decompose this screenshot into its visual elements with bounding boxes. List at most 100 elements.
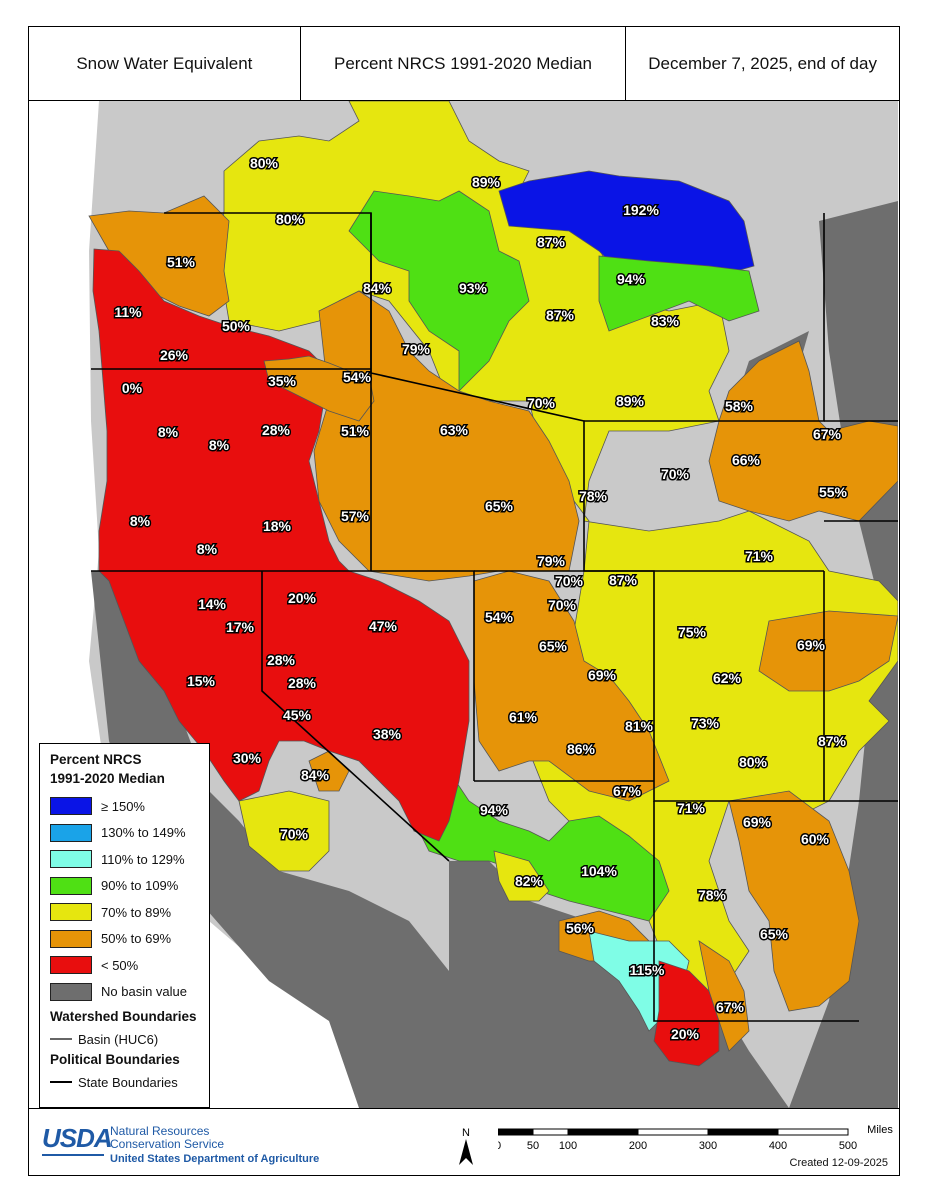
basin-percent-label: 20%	[671, 1026, 700, 1042]
basin-percent-label: 93%	[459, 280, 488, 296]
legend-state-line: State Boundaries	[50, 1071, 199, 1093]
basin-percent-label: 87%	[609, 572, 638, 588]
legend-item: 70% to 89%	[50, 899, 199, 926]
footer: USDA Natural Resources Conservation Serv…	[28, 1108, 900, 1177]
basin-percent-label: 67%	[813, 426, 842, 442]
basin-percent-label: 70%	[661, 466, 690, 482]
scale-tick-label: 500	[839, 1140, 857, 1152]
created-date: Created 12-09-2025	[789, 1157, 888, 1169]
scale-tick-label: 50	[527, 1140, 539, 1152]
basin-region	[498, 170, 755, 277]
basin-percent-label: 70%	[555, 573, 584, 589]
basin-percent-label: 56%	[566, 920, 595, 936]
basin-percent-label: 35%	[268, 373, 297, 389]
basin-percent-label: 62%	[713, 670, 742, 686]
basin-percent-label: 94%	[480, 802, 509, 818]
basin-percent-label: 192%	[623, 202, 659, 218]
basin-percent-label: 18%	[263, 518, 292, 534]
basin-percent-label: 81%	[625, 718, 654, 734]
north-label: N	[462, 1127, 470, 1139]
basin-percent-label: 89%	[472, 174, 501, 190]
legend-item-label: 90% to 109%	[101, 878, 179, 894]
basin-percent-label: 79%	[402, 341, 431, 357]
basin-percent-label: 80%	[739, 754, 768, 770]
basin-percent-label: 69%	[743, 814, 772, 830]
legend-swatch	[50, 850, 92, 869]
basin-percent-label: 80%	[250, 155, 279, 171]
basin-percent-label: 14%	[198, 596, 227, 612]
basin-percent-label: 45%	[283, 707, 312, 723]
basin-percent-label: 67%	[716, 999, 745, 1015]
basin-line-icon	[50, 1038, 72, 1040]
basin-region	[313, 290, 580, 582]
legend-item-label: ≥ 150%	[101, 798, 145, 814]
basin-percent-label: 54%	[343, 369, 372, 385]
basin-percent-label: 60%	[801, 831, 830, 847]
legend-item-label: 70% to 89%	[101, 904, 172, 920]
basin-percent-label: 61%	[509, 709, 538, 725]
map-title: Snow Water Equivalent	[29, 27, 301, 100]
basin-percent-label: 83%	[651, 313, 680, 329]
basin-percent-label: 28%	[288, 675, 317, 691]
legend-state-label: State Boundaries	[78, 1074, 178, 1090]
legend-items: ≥ 150% 130% to 149% 110% to 129% 90% to 109…	[50, 793, 199, 1005]
basin-percent-label: 30%	[233, 750, 262, 766]
usda-logo-underline	[42, 1154, 104, 1156]
basin-region	[263, 355, 375, 422]
basin-region	[598, 255, 760, 332]
basin-percent-label: 51%	[167, 254, 196, 270]
basin-regions	[88, 101, 898, 1067]
basin-percent-label: 65%	[485, 498, 514, 514]
basin-percent-label: 80%	[276, 211, 305, 227]
basin-percent-label: 86%	[567, 741, 596, 757]
legend-item: < 50%	[50, 952, 199, 979]
legend-title-line2: 1991-2020 Median	[50, 771, 165, 786]
legend-item-label: No basin value	[101, 984, 187, 1000]
scale-segment	[532, 1128, 569, 1136]
basin-percent-label: 20%	[288, 590, 317, 606]
map-date: December 7, 2025, end of day	[648, 53, 877, 73]
basin-percent-label: 0%	[122, 380, 143, 396]
basin-percent-label: 65%	[539, 638, 568, 654]
legend-title-line1: Percent NRCS	[50, 752, 142, 767]
legend-swatch	[50, 982, 92, 1001]
legend-swatch	[50, 956, 92, 975]
map-subtitle: Percent NRCS 1991-2020 Median	[301, 27, 627, 100]
basin-percent-label: 11%	[114, 304, 142, 320]
scale-bar: 0 50 100 200 300 400 500 Miles	[498, 1124, 893, 1152]
basin-percent-label: 8%	[197, 541, 218, 557]
basin-percent-label: 87%	[537, 234, 566, 250]
scale-segment	[707, 1128, 779, 1136]
basin-region	[238, 790, 330, 872]
basin-percent-label: 67%	[613, 783, 642, 799]
basin-percent-label: 8%	[130, 513, 151, 529]
basin-percent-label: 47%	[369, 618, 398, 634]
legend-item-label: 110% to 129%	[101, 851, 185, 867]
basin-percent-label: 54%	[485, 609, 514, 625]
scale-segment	[777, 1128, 849, 1136]
legend-swatch	[50, 876, 92, 895]
basin-region	[708, 340, 898, 522]
scale-tick-label: 0	[498, 1140, 501, 1152]
basin-region	[758, 610, 898, 692]
agency-line2: Conservation Service	[110, 1137, 225, 1151]
basin-percent-label: 78%	[579, 488, 608, 504]
basin-percent-label: 57%	[341, 508, 370, 524]
basin-percent-label: 50%	[222, 318, 251, 334]
basin-percent-label: 15%	[187, 673, 216, 689]
basin-percent-label: 82%	[515, 873, 544, 889]
basin-percent-label: 94%	[617, 271, 646, 287]
scale-tick-label: 100	[559, 1140, 577, 1152]
scale-segment	[567, 1128, 639, 1136]
legend-item: No basin value	[50, 979, 199, 1006]
legend-item-label: 50% to 69%	[101, 931, 172, 947]
basin-percent-label: 63%	[440, 422, 469, 438]
basin-percent-label: 55%	[819, 484, 848, 500]
basin-percent-label: 75%	[678, 624, 707, 640]
scale-tick-label: 400	[769, 1140, 787, 1152]
basin-percent-label: 17%	[226, 619, 255, 635]
basin-percent-label: 38%	[373, 726, 402, 742]
basin-percent-label: 73%	[691, 715, 720, 731]
basin-percent-label: 26%	[160, 347, 189, 363]
legend-political-title: Political Boundaries	[50, 1052, 180, 1067]
